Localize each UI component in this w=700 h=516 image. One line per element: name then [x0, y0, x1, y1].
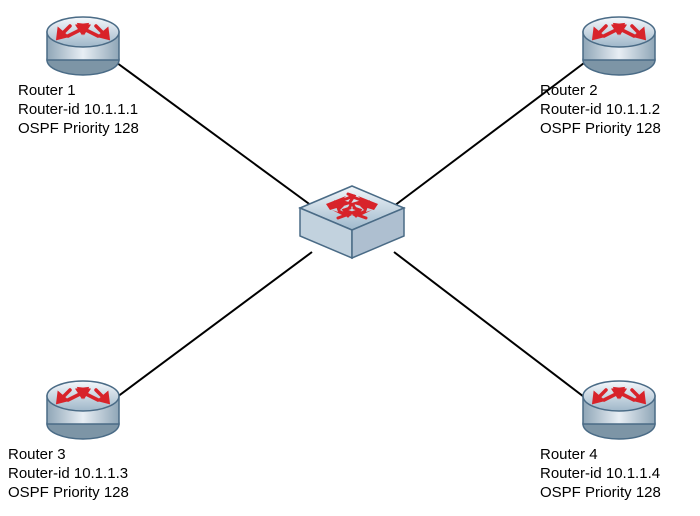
- router-icon: [44, 14, 122, 78]
- router-3-label: Router 3 Router-id 10.1.1.3 OSPF Priorit…: [8, 446, 129, 502]
- router-4-name: Router 4: [540, 446, 661, 465]
- router-1-label: Router 1 Router-id 10.1.1.1 OSPF Priorit…: [18, 82, 139, 138]
- edge-r1-switch: [113, 60, 312, 206]
- router-1-device: [44, 14, 122, 78]
- router-3-priority: OSPF Priority 128: [8, 484, 129, 503]
- router-icon: [580, 14, 658, 78]
- diagram-canvas: Router 1 Router-id 10.1.1.1 OSPF Priorit…: [0, 0, 700, 516]
- router-4-label: Router 4 Router-id 10.1.1.4 OSPF Priorit…: [540, 446, 661, 502]
- router-3-id: Router-id 10.1.1.3: [8, 465, 129, 484]
- router-2-device: [580, 14, 658, 78]
- router-3-name: Router 3: [8, 446, 129, 465]
- router-icon: [580, 378, 658, 442]
- router-1-name: Router 1: [18, 82, 139, 101]
- router-2-name: Router 2: [540, 82, 661, 101]
- router-3-device: [44, 378, 122, 442]
- router-icon: [44, 378, 122, 442]
- switch-icon: [292, 180, 412, 270]
- router-2-id: Router-id 10.1.1.2: [540, 101, 661, 120]
- switch-device: [292, 180, 412, 270]
- router-4-id: Router-id 10.1.1.4: [540, 465, 661, 484]
- router-4-priority: OSPF Priority 128: [540, 484, 661, 503]
- router-1-priority: OSPF Priority 128: [18, 120, 139, 139]
- router-4-device: [580, 378, 658, 442]
- edge-r3-switch: [113, 252, 312, 400]
- router-2-label: Router 2 Router-id 10.1.1.2 OSPF Priorit…: [540, 82, 661, 138]
- edge-r4-switch: [394, 252, 588, 400]
- router-2-priority: OSPF Priority 128: [540, 120, 661, 139]
- router-1-id: Router-id 10.1.1.1: [18, 101, 139, 120]
